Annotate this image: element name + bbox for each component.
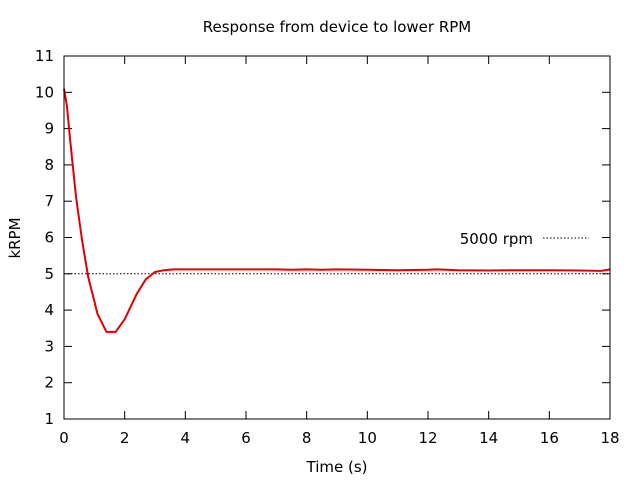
y-tick-label: 10 [35,83,54,101]
y-tick-label: 5 [44,265,54,283]
y-tick-label: 11 [35,47,54,65]
x-tick-label: 8 [302,429,312,447]
x-tick-label: 14 [479,429,498,447]
series-line-response [63,88,611,333]
x-tick-label: 18 [600,429,619,447]
y-tick-label: 4 [44,301,54,319]
chart-title: Response from device to lower RPM [203,18,472,36]
x-tick-label: 10 [358,429,377,447]
legend-label-5000-rpm: 5000 rpm [460,230,533,248]
x-axis-label: Time (s) [306,458,368,476]
y-tick-label: 2 [44,374,54,392]
plot-area [63,88,611,333]
y-tick-label: 7 [44,192,54,210]
legend: 5000 rpm [460,230,589,248]
y-tick-label: 8 [44,156,54,174]
y-tick-label: 9 [44,120,54,138]
x-tick-label: 6 [241,429,251,447]
plot-frame [63,55,611,420]
x-tick-label: 16 [540,429,559,447]
x-tick-label: 4 [181,429,191,447]
y-axis-label: kRPM [6,217,24,258]
y-tick-label: 3 [44,337,54,355]
x-tick-label: 2 [120,429,130,447]
y-tick-label: 1 [44,410,54,428]
x-tick-label: 0 [59,429,69,447]
y-tick-label: 6 [44,229,54,247]
x-tick-label: 12 [418,429,437,447]
